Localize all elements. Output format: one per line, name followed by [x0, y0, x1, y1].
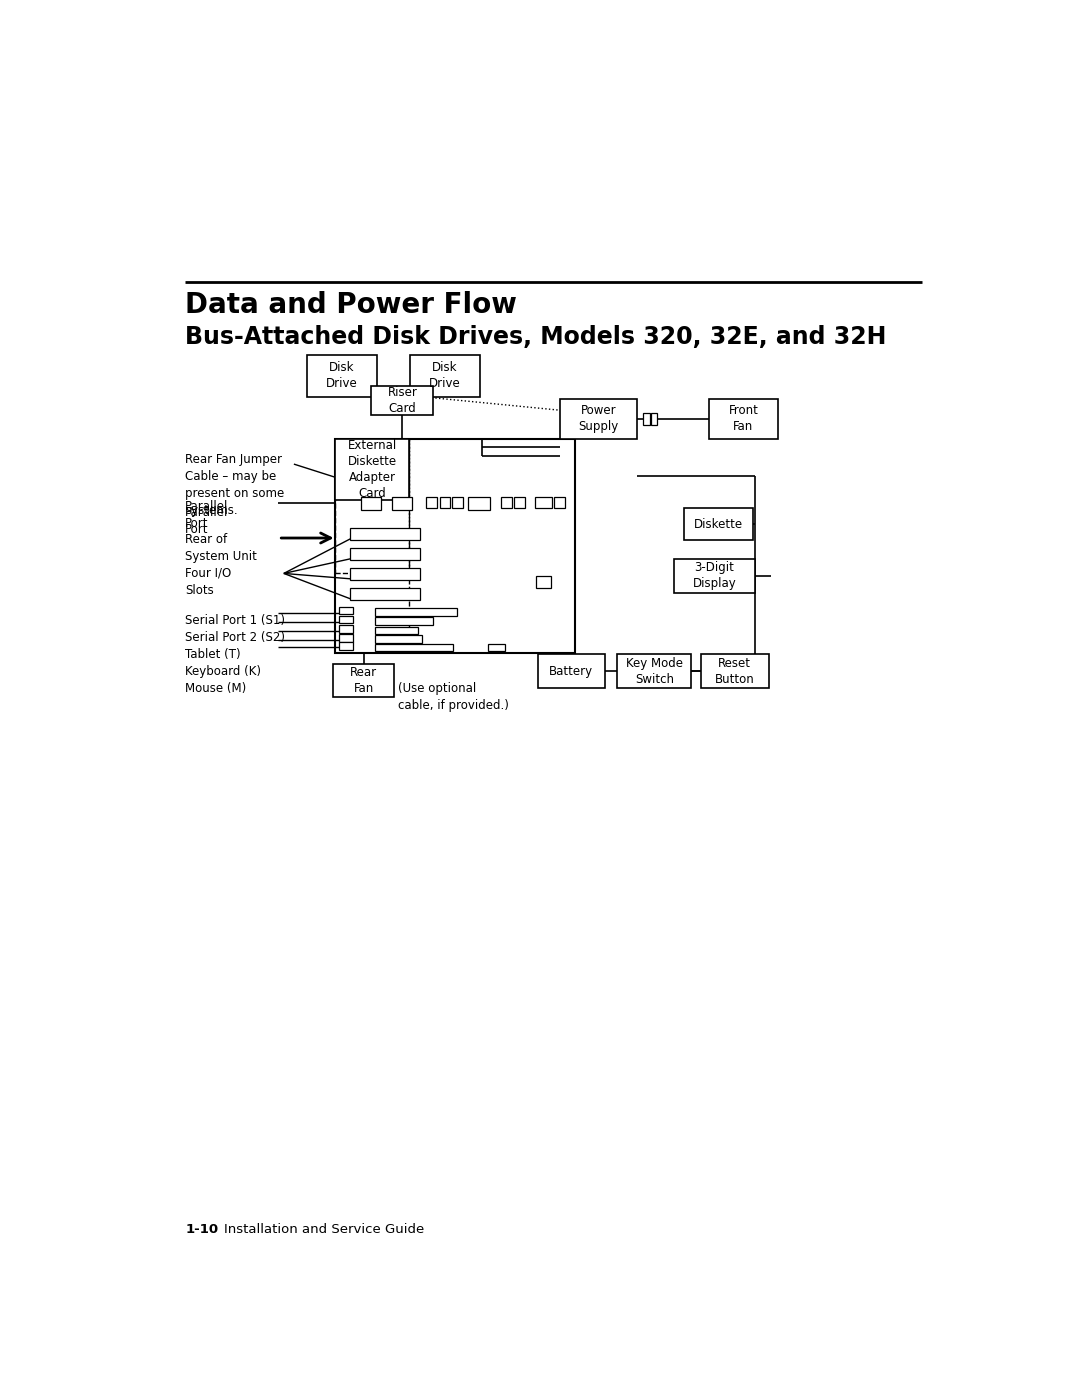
Bar — [372, 386, 433, 415]
Bar — [362, 497, 381, 510]
Bar — [339, 616, 353, 623]
Bar — [350, 548, 420, 560]
Bar — [392, 497, 413, 510]
Text: Disk
Drive: Disk Drive — [429, 362, 461, 390]
Text: 3-Digit
Display: 3-Digit Display — [692, 562, 737, 591]
Text: Reset
Button: Reset Button — [715, 657, 755, 686]
Text: Riser
Card: Riser Card — [388, 386, 417, 415]
Text: Battery: Battery — [550, 665, 593, 678]
Text: Rear of
System Unit: Rear of System Unit — [186, 534, 257, 563]
Bar — [538, 654, 605, 689]
Bar — [617, 654, 691, 689]
Text: Four I/O
Slots: Four I/O Slots — [186, 567, 231, 597]
Bar — [501, 497, 512, 509]
Bar — [701, 654, 769, 689]
Bar — [708, 398, 779, 439]
Text: Data and Power Flow: Data and Power Flow — [186, 291, 517, 319]
Text: 1-10: 1-10 — [186, 1222, 218, 1235]
Bar — [410, 355, 480, 397]
Bar — [335, 439, 576, 652]
Bar — [440, 497, 450, 509]
Bar — [307, 355, 377, 397]
Bar — [514, 497, 525, 509]
Text: Key Mode
Switch: Key Mode Switch — [625, 657, 683, 686]
Bar — [674, 559, 755, 592]
Bar — [451, 497, 463, 509]
Text: Installation and Service Guide: Installation and Service Guide — [225, 1222, 424, 1235]
Bar — [644, 412, 649, 425]
Bar — [536, 576, 551, 588]
Bar — [469, 497, 490, 510]
Text: Serial Port 1 (S1)
Serial Port 2 (S2)
Tablet (T)
Keyboard (K)
Mouse (M): Serial Port 1 (S1) Serial Port 2 (S2) Ta… — [186, 615, 285, 696]
Text: Rear Fan Jumper
Cable – may be
present on some
systems.: Rear Fan Jumper Cable – may be present o… — [186, 453, 285, 517]
Bar — [684, 509, 754, 541]
Bar — [334, 664, 394, 697]
Bar — [375, 627, 418, 634]
Text: Power
Supply: Power Supply — [578, 404, 619, 433]
Text: External
Diskette
Adapter
Card: External Diskette Adapter Card — [348, 439, 396, 500]
Bar — [651, 412, 658, 425]
Bar — [339, 634, 353, 643]
Bar — [559, 398, 637, 439]
Text: Parallel
Port: Parallel Port — [186, 507, 229, 536]
Bar — [554, 497, 565, 509]
Text: (Use optional
cable, if provided.): (Use optional cable, if provided.) — [399, 682, 510, 712]
Bar — [427, 497, 437, 509]
Bar — [375, 617, 433, 624]
Text: Diskette: Diskette — [694, 518, 743, 531]
Text: Disk
Drive: Disk Drive — [326, 362, 357, 390]
Text: Rear
Fan: Rear Fan — [350, 666, 377, 694]
Bar — [375, 608, 457, 616]
Bar — [339, 606, 353, 615]
Bar — [339, 643, 353, 650]
Bar — [335, 439, 409, 500]
Bar — [350, 528, 420, 539]
Bar — [535, 497, 552, 509]
Bar — [488, 644, 504, 651]
Text: Bus-Attached Disk Drives, Models 320, 32E, and 32H: Bus-Attached Disk Drives, Models 320, 32… — [186, 326, 887, 349]
Bar — [339, 624, 353, 633]
Bar — [335, 439, 409, 573]
Bar — [375, 636, 422, 643]
Text: Front
Fan: Front Fan — [728, 404, 758, 433]
Bar — [350, 569, 420, 580]
Bar — [350, 588, 420, 599]
Text: Parallel
Port: Parallel Port — [186, 500, 229, 531]
Bar — [375, 644, 453, 651]
